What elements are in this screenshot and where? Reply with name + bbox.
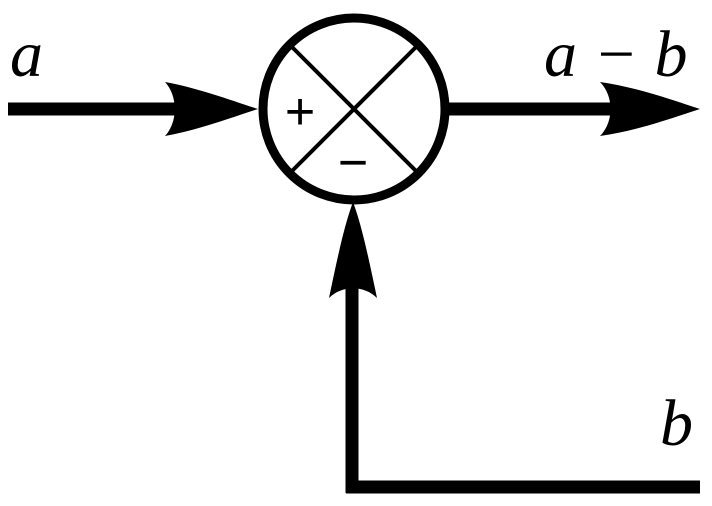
output-signal: [446, 82, 700, 136]
input-b-label: b: [660, 387, 693, 460]
input-b-signal: [329, 202, 700, 494]
input-b-arrowhead: [329, 202, 377, 298]
input-a-label: a: [10, 18, 43, 91]
junction-cross-line-2: [288, 43, 420, 175]
output-label: a − b: [544, 18, 688, 91]
input-a-signal: [8, 82, 258, 136]
output-arrowhead: [600, 82, 700, 136]
summing-junction: + −: [258, 13, 450, 205]
input-a-arrowhead: [165, 82, 258, 136]
plus-sign: +: [285, 83, 315, 141]
minus-sign: −: [338, 134, 368, 192]
